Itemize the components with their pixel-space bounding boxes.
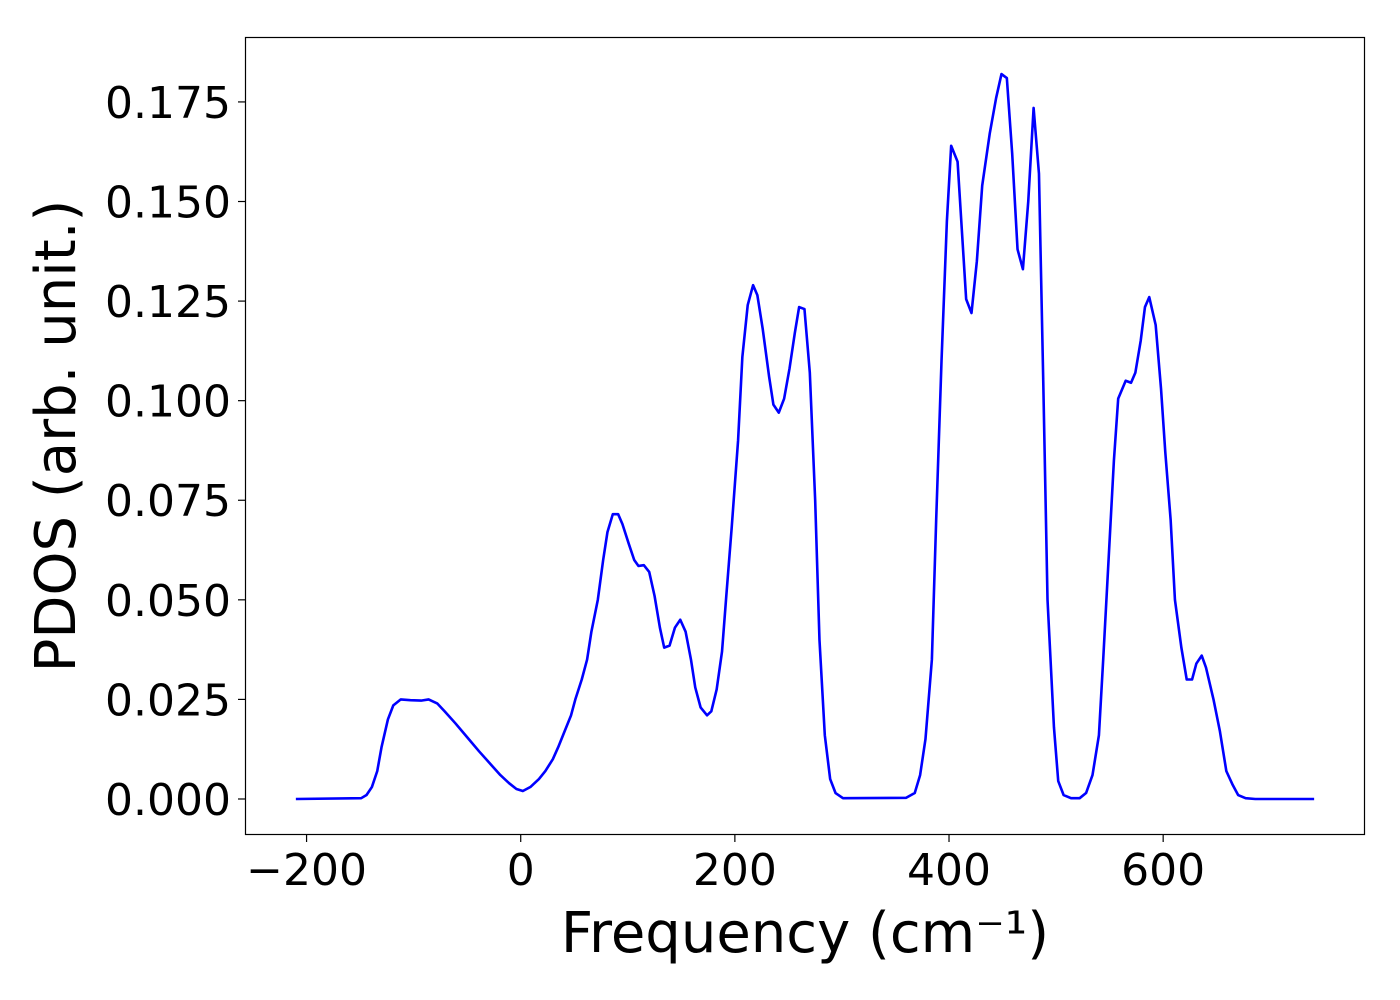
x-tick-label: 200 [693,845,777,896]
y-tick-label: 0.000 [105,775,231,826]
y-tick-label: 0.125 [105,277,231,328]
y-axis-label: PDOS (arb. unit.) [24,200,89,673]
x-tick-label: 600 [1121,845,1205,896]
y-tick-label: 0.075 [105,476,231,527]
y-tick-label: 0.150 [105,178,231,229]
x-axis-label: Frequency (cm⁻¹) [561,901,1049,966]
x-tick-label: −200 [246,845,367,896]
x-tick-label: 0 [507,845,535,896]
y-tick-label: 0.175 [105,78,231,129]
y-tick-label: 0.025 [105,675,231,726]
y-tick-label: 0.050 [105,576,231,627]
x-tick-label: 400 [907,845,991,896]
data-line [295,72,1315,801]
plot-frame [244,36,1366,836]
y-tick-label: 0.100 [105,377,231,428]
